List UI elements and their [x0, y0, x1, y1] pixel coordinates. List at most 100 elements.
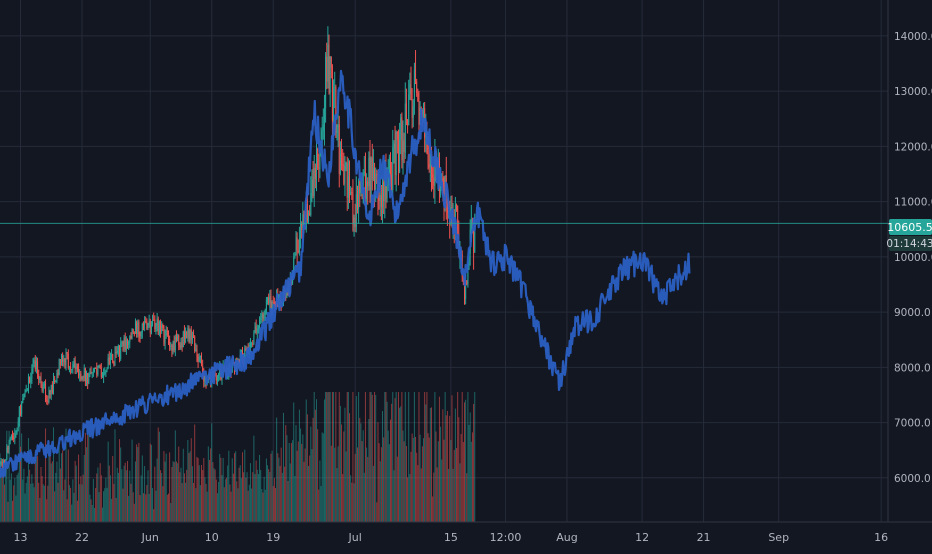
- volume-bar: [411, 433, 413, 522]
- volume-bar: [86, 447, 88, 522]
- volume-bar: [123, 465, 125, 522]
- volume-bar: [278, 457, 280, 522]
- candle-body: [386, 174, 388, 199]
- candle-body: [382, 182, 384, 208]
- volume-bar: [116, 467, 118, 522]
- candle-body: [64, 358, 66, 365]
- volume-bar: [407, 477, 409, 522]
- candle-body: [336, 127, 338, 134]
- volume-bar: [12, 500, 14, 522]
- volume-bar: [157, 427, 159, 522]
- volume-bar: [290, 443, 292, 522]
- volume-bar: [39, 497, 41, 522]
- candle-body: [140, 332, 142, 337]
- volume-bar: [213, 468, 215, 522]
- candle-body: [138, 321, 140, 337]
- volume-bar: [238, 467, 240, 522]
- candle-body: [354, 217, 356, 228]
- volume-bar: [314, 409, 316, 522]
- volume-bar: [50, 463, 52, 522]
- volume-bar: [344, 407, 346, 522]
- candle-body: [98, 365, 100, 367]
- volume-bar: [385, 392, 387, 522]
- candle-body: [40, 377, 42, 387]
- candle-body: [405, 103, 407, 120]
- volume-bar: [166, 494, 168, 522]
- candle-body: [79, 373, 81, 376]
- volume-bar: [457, 392, 459, 522]
- volume-bar: [162, 486, 164, 522]
- candle-body: [392, 147, 394, 191]
- volume-bar: [38, 482, 40, 522]
- candle-body: [190, 330, 192, 340]
- volume-bar: [241, 452, 243, 522]
- candle-body: [45, 384, 47, 400]
- candle-body: [50, 384, 52, 395]
- volume-bar: [33, 487, 35, 522]
- candle-body: [171, 345, 173, 351]
- volume-bar: [437, 441, 439, 522]
- volume-bar: [0, 473, 2, 522]
- volume-bar: [72, 479, 74, 522]
- candle-body: [347, 176, 349, 198]
- volume-bar: [62, 450, 64, 522]
- volume-bar: [231, 458, 233, 522]
- volume-bar: [388, 444, 390, 522]
- volume-bar: [105, 477, 107, 522]
- volume-bar: [124, 462, 126, 522]
- candle-body: [146, 321, 148, 329]
- volume-bar: [136, 444, 138, 522]
- volume-bar: [133, 503, 135, 522]
- volume-bar: [175, 461, 177, 522]
- candle-body: [112, 354, 114, 363]
- candle-body: [82, 377, 84, 379]
- volume-bar: [347, 392, 349, 522]
- volume-bar: [13, 485, 15, 522]
- volume-bar: [292, 440, 294, 522]
- volume-bar: [96, 473, 98, 522]
- volume-bar: [37, 456, 39, 522]
- volume-bar: [91, 504, 93, 522]
- candle-body: [191, 335, 193, 340]
- candle-body: [216, 376, 218, 381]
- candle-body: [264, 310, 266, 315]
- volume-bar: [122, 488, 124, 522]
- volume-bar: [306, 414, 308, 522]
- volume-bar: [117, 472, 119, 522]
- volume-bar: [317, 429, 319, 522]
- volume-bar: [107, 441, 109, 522]
- x-tick-label: 19: [266, 531, 280, 544]
- candle-body: [263, 314, 265, 319]
- projection-line: [0, 69, 691, 478]
- candle-body: [293, 257, 295, 274]
- volume-bar: [45, 428, 47, 522]
- volume-bar: [403, 441, 405, 522]
- volume-bar: [9, 479, 11, 522]
- volume-bar: [215, 479, 217, 522]
- volume-bar: [458, 417, 460, 522]
- volume-bar: [186, 469, 188, 522]
- candle-body: [167, 334, 169, 340]
- volume-bar: [408, 392, 410, 522]
- x-tick-label: 15: [444, 531, 458, 544]
- volume-bar: [430, 407, 432, 522]
- volume-bar: [83, 454, 85, 522]
- candle-body: [470, 219, 472, 230]
- candle-body: [244, 348, 246, 361]
- volume-bar: [372, 465, 374, 522]
- volume-bar: [425, 404, 427, 522]
- volume-bar: [8, 430, 10, 522]
- volume-bar: [420, 468, 422, 522]
- volume-bar: [329, 392, 331, 522]
- volume-bar: [181, 483, 183, 522]
- volume-bar: [26, 476, 28, 522]
- candle-body: [397, 139, 399, 172]
- volume-bar: [364, 392, 366, 522]
- volume-bar: [345, 451, 347, 522]
- volume-bar: [239, 465, 241, 522]
- candle-body: [139, 336, 141, 338]
- candle-body: [27, 376, 29, 390]
- volume-bar: [146, 485, 148, 522]
- candle-body: [271, 301, 273, 311]
